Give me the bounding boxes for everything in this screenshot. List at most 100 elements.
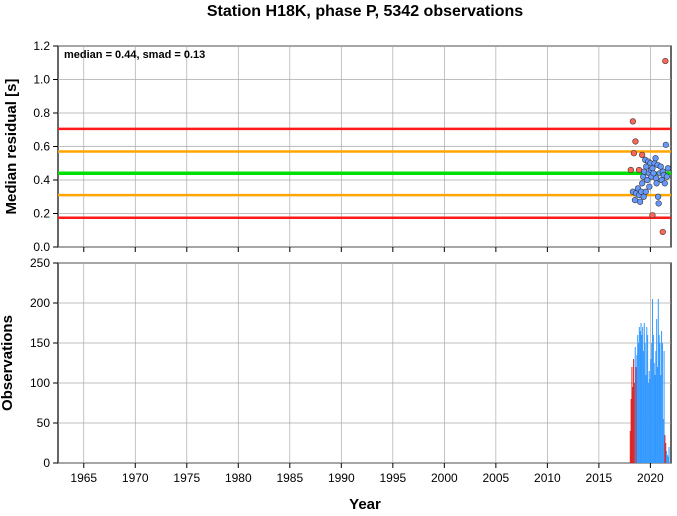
y-tick-label: 1.2: [33, 39, 50, 53]
residual-point: [631, 197, 639, 204]
x-axis-label: Year: [349, 496, 381, 511]
observation-bars: [629, 299, 670, 463]
residual-y-axis-label: Median residual [s]: [3, 79, 20, 215]
observations-panel: 0 50 100 150 200 250 1965 1970 1975 1980 1985 1990…: [0, 256, 672, 485]
observation-bar: [652, 299, 654, 463]
y-tick-label: 0.0: [33, 240, 50, 254]
median-smad-annotation: median = 0.44, smad = 0.13: [64, 49, 205, 61]
observation-bar: [657, 299, 659, 463]
y-tick-label: 0.8: [33, 106, 50, 120]
residual-panel: 0.0 0.2 0.4 0.6 0.8 1.0 1.2 median = 0.44, sma…: [3, 39, 672, 254]
residual-panel-grid: [58, 45, 671, 248]
x-tick-label: 2005: [483, 471, 510, 485]
observation-bar: [661, 343, 663, 463]
observation-bar: [666, 451, 668, 463]
observation-bar: [656, 367, 658, 463]
residual-point: [662, 57, 669, 65]
observation-bar: [666, 455, 668, 463]
observation-bar: [644, 343, 646, 463]
residual-point: [642, 188, 649, 195]
y-tick-label: 1.0: [33, 73, 50, 87]
observation-bar: [640, 323, 642, 463]
y-tick-label: 150: [30, 336, 50, 350]
chart-title: Station H18K, phase P, 5342 observations: [207, 3, 523, 20]
y-tick-label: 250: [30, 256, 50, 270]
observations-panel-frame: [57, 262, 672, 464]
x-tick-label: 1965: [70, 471, 97, 485]
observation-bar: [663, 351, 665, 463]
residual-point: [664, 165, 672, 172]
observation-bar: [653, 363, 655, 463]
observation-bar: [645, 375, 647, 463]
y-tick-label: 0: [43, 456, 50, 470]
y-tick-label: 0.4: [33, 173, 50, 187]
observation-bar: [631, 367, 633, 463]
x-tick-label: 2020: [637, 471, 664, 485]
observation-bar: [659, 343, 661, 463]
residual-y-ticks: 0.0 0.2 0.4 0.6 0.8 1.0 1.2: [33, 39, 58, 254]
residual-point: [627, 166, 634, 174]
observation-bar: [647, 335, 649, 463]
residual-point: [639, 151, 646, 158]
observation-bar: [660, 375, 662, 463]
observation-bar: [643, 323, 645, 463]
observation-bar: [668, 447, 670, 463]
residual-point: [632, 138, 639, 145]
observation-bar: [665, 443, 667, 463]
residual-point: [650, 170, 657, 177]
residual-point: [635, 166, 643, 174]
x-tick-label: 1985: [276, 471, 303, 485]
residual-point: [629, 118, 636, 125]
residual-point: [655, 193, 662, 200]
observation-bar: [636, 355, 638, 463]
x-tick-label: 2015: [586, 471, 613, 485]
residual-point: [655, 200, 662, 207]
residual-point: [659, 228, 666, 236]
observations-y-axis-label: Observations: [0, 315, 16, 411]
observation-bar: [650, 359, 652, 463]
observation-bar: [651, 343, 653, 463]
x-tick-label: 1975: [173, 471, 200, 485]
residual-point: [662, 141, 669, 148]
observation-bar: [633, 383, 635, 463]
residual-point: [646, 183, 653, 190]
residual-reference-lines: [58, 127, 671, 219]
observation-bar: [630, 399, 632, 463]
observation-bar: [642, 351, 644, 463]
observation-bar: [647, 383, 649, 463]
observation-bar: [639, 331, 641, 463]
x-tick-label: 1980: [225, 471, 252, 485]
observation-bar: [637, 335, 639, 463]
residual-point: [630, 150, 638, 157]
observations-panel-grid: [58, 262, 671, 464]
y-tick-label: 0.2: [33, 207, 50, 221]
y-tick-label: 100: [30, 376, 50, 390]
observation-bar: [662, 419, 664, 463]
observation-bar: [652, 335, 654, 463]
observation-bar: [638, 327, 640, 463]
x-tick-label: 1995: [379, 471, 406, 485]
observation-bar: [633, 359, 635, 463]
observation-bar: [661, 331, 663, 463]
residual-point: [652, 155, 659, 162]
observation-bar: [646, 327, 648, 463]
observation-bar: [642, 327, 644, 463]
residual-points: [627, 57, 672, 236]
observation-bar: [654, 375, 656, 463]
residual-point: [649, 212, 656, 219]
observation-bar: [634, 347, 636, 463]
residual-point: [661, 180, 668, 187]
observation-bar: [649, 379, 651, 463]
observations-x-ticks: 1965 1970 1975 1980 1985 1990 1995 2000 2005 2010…: [70, 463, 664, 485]
residual-point: [639, 180, 646, 187]
observation-bar: [667, 456, 669, 463]
x-tick-label: 1970: [122, 471, 149, 485]
x-tick-label: 2010: [534, 471, 561, 485]
residual-point: [652, 175, 660, 182]
observation-bar: [635, 367, 637, 463]
observation-bar: [656, 319, 658, 463]
observation-bar: [632, 387, 634, 463]
y-tick-label: 50: [37, 416, 51, 430]
y-tick-label: 0.6: [33, 140, 50, 154]
